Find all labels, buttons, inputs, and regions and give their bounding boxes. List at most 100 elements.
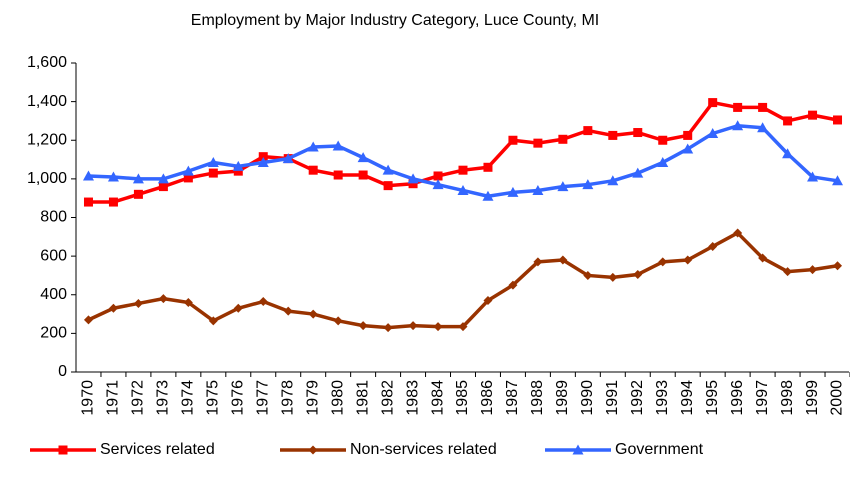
marker — [783, 267, 793, 277]
y-tick-label: 800 — [40, 209, 67, 226]
marker — [208, 168, 218, 178]
marker — [432, 179, 444, 190]
marker — [208, 316, 218, 326]
marker — [572, 444, 584, 455]
marker — [308, 445, 318, 455]
marker — [282, 153, 294, 164]
marker — [357, 152, 369, 163]
marker — [482, 190, 494, 201]
marker — [508, 280, 518, 290]
x-tick-label: 1982 — [379, 380, 396, 416]
marker — [332, 140, 344, 151]
marker — [583, 270, 593, 280]
x-tick-label: 1974 — [180, 380, 197, 416]
marker — [608, 272, 618, 282]
marker — [508, 135, 518, 145]
marker — [807, 171, 819, 182]
x-tick-label: 1990 — [579, 380, 596, 416]
marker — [733, 102, 743, 112]
x-tick-label: 1987 — [504, 380, 521, 416]
series — [83, 228, 843, 333]
marker — [507, 186, 519, 197]
x-tick-label: 1994 — [679, 380, 696, 416]
x-tick-label: 1975 — [205, 380, 222, 416]
marker — [732, 120, 744, 131]
y-tick-label: 1,600 — [27, 54, 67, 71]
series-line — [87, 231, 838, 330]
marker — [333, 170, 343, 180]
marker — [258, 152, 268, 162]
marker — [558, 255, 568, 265]
legend-label: Government — [615, 441, 704, 458]
x-tick-label: 1970 — [80, 380, 97, 416]
marker — [808, 110, 818, 120]
marker — [633, 269, 643, 279]
y-tick-label: 1,200 — [27, 131, 67, 148]
x-tick-label: 1984 — [429, 380, 446, 416]
marker — [833, 115, 843, 125]
legend-label: Non-services related — [350, 441, 497, 458]
marker — [183, 297, 193, 307]
marker — [133, 189, 143, 199]
marker — [132, 173, 144, 184]
marker — [833, 261, 843, 271]
marker — [782, 148, 794, 159]
marker — [533, 138, 543, 148]
x-tick-label: 1991 — [604, 380, 621, 416]
legend-label: Services related — [100, 441, 215, 458]
marker — [233, 166, 243, 176]
marker — [433, 322, 443, 332]
marker — [158, 182, 168, 192]
y-tick-label: 1,400 — [27, 93, 67, 110]
marker — [308, 309, 318, 319]
x-tick-label: 1993 — [654, 380, 671, 416]
marker — [607, 175, 619, 186]
marker — [83, 197, 93, 207]
x-tick-label: 1983 — [404, 380, 421, 416]
marker — [283, 306, 293, 316]
x-tick-label: 1985 — [454, 380, 471, 416]
x-tick-label: 1986 — [479, 380, 496, 416]
series — [82, 120, 844, 201]
marker — [657, 156, 669, 167]
marker — [832, 175, 844, 186]
marker — [82, 170, 94, 181]
marker — [182, 165, 194, 176]
y-tick-label: 0 — [58, 363, 67, 380]
x-tick-label: 1989 — [554, 380, 571, 416]
x-tick-label: 1998 — [779, 380, 796, 416]
x-tick-label: 1992 — [629, 380, 646, 416]
marker — [207, 156, 219, 167]
marker — [58, 445, 68, 455]
x-tick-label: 1999 — [804, 380, 821, 416]
marker — [333, 316, 343, 326]
marker — [582, 179, 594, 190]
x-tick-label: 1971 — [105, 380, 122, 416]
y-tick-label: 600 — [40, 247, 67, 264]
x-tick-label: 1978 — [279, 380, 296, 416]
marker — [682, 143, 694, 154]
marker — [683, 255, 693, 265]
x-tick-label: 1973 — [155, 380, 172, 416]
marker — [583, 126, 593, 136]
x-tick-label: 1995 — [704, 380, 721, 416]
x-tick-label: 1977 — [254, 380, 271, 416]
marker — [108, 303, 118, 313]
x-tick-label: 1981 — [354, 380, 371, 416]
marker — [533, 257, 543, 267]
marker — [407, 173, 419, 184]
marker — [483, 296, 493, 306]
marker — [783, 116, 793, 126]
marker — [633, 128, 643, 138]
marker — [658, 257, 668, 267]
marker — [382, 164, 394, 175]
marker — [232, 160, 244, 171]
x-tick-label: 1979 — [304, 380, 321, 416]
marker — [458, 322, 468, 332]
marker — [608, 130, 618, 140]
marker — [733, 228, 743, 238]
marker — [457, 184, 469, 195]
marker — [708, 98, 718, 108]
marker — [708, 241, 718, 251]
marker — [658, 135, 668, 145]
